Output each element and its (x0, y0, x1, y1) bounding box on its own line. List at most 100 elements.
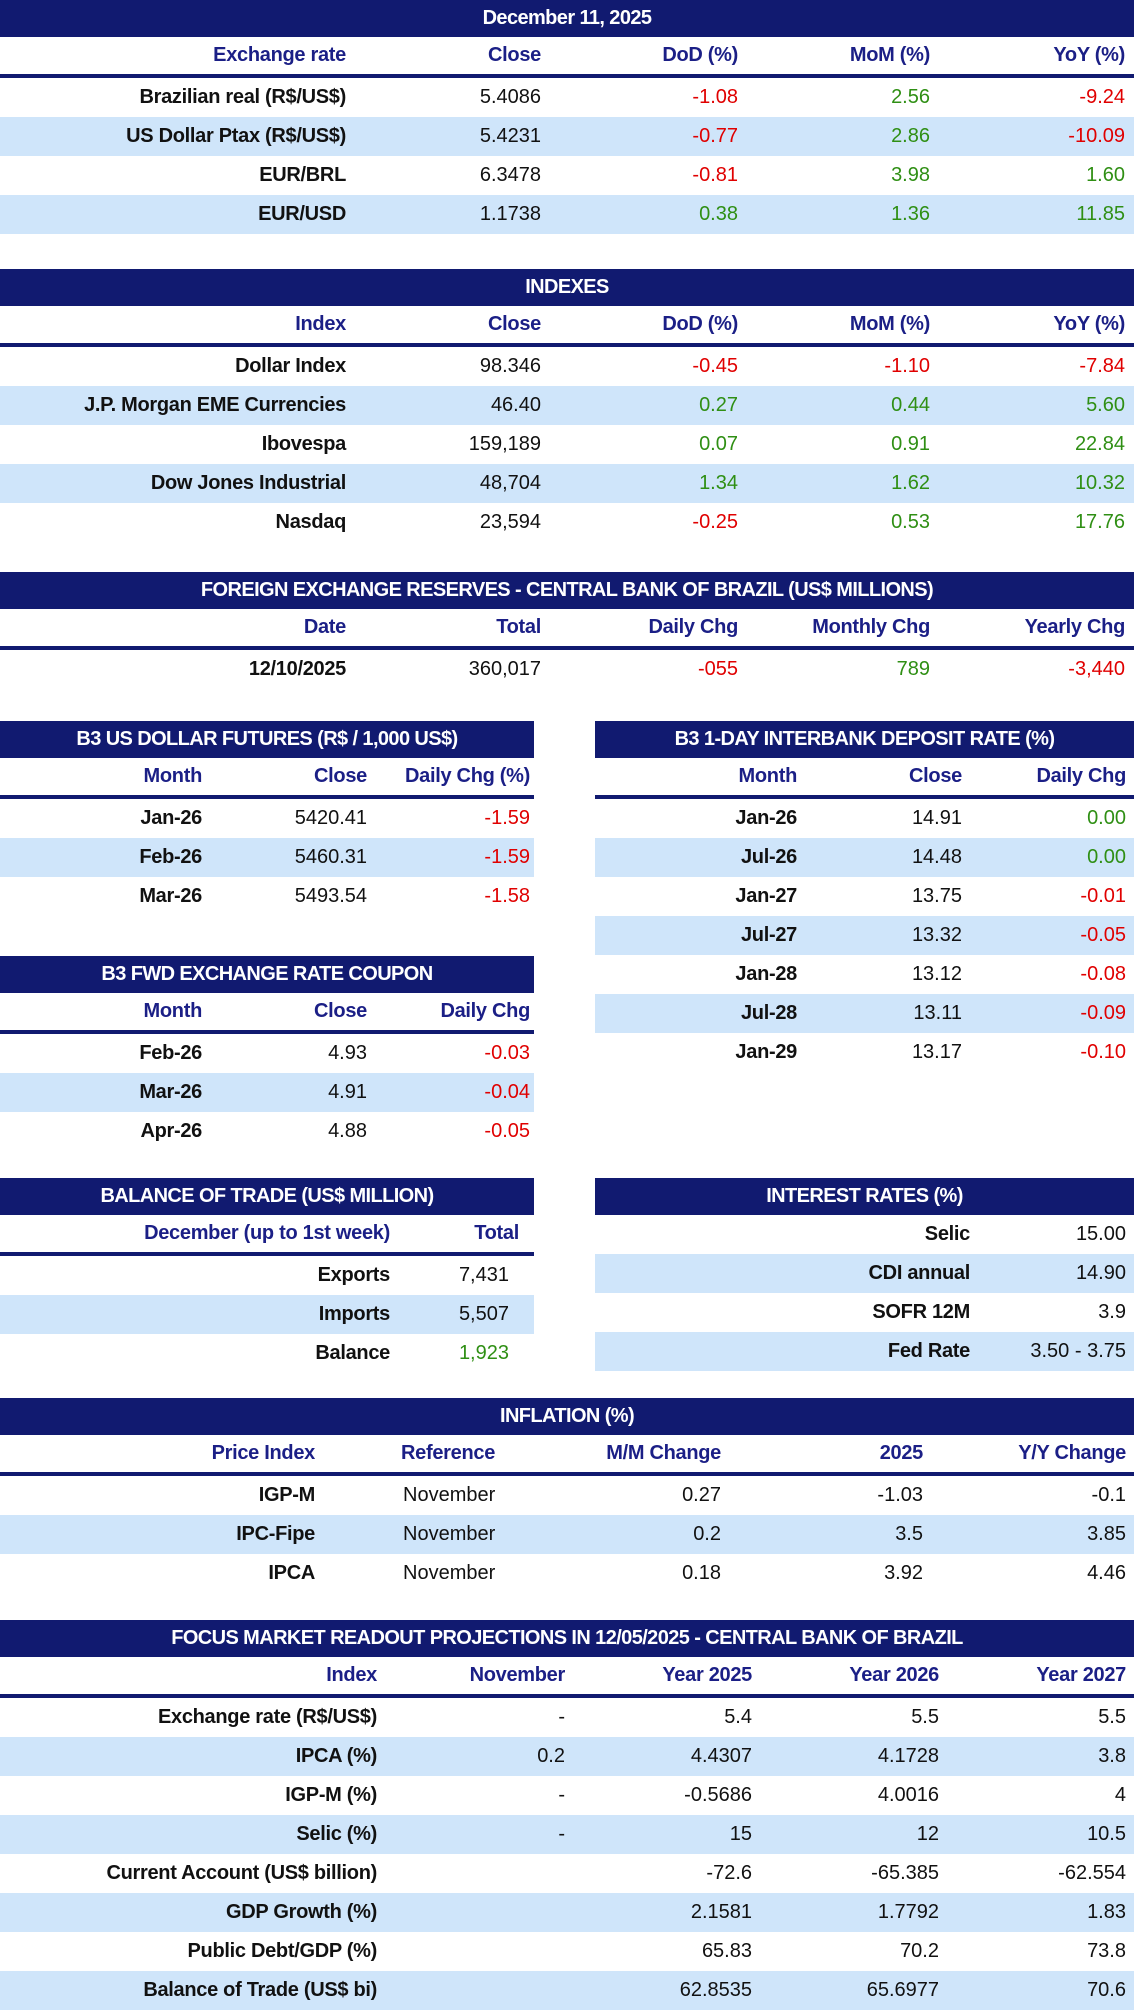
column-header-month: Month (143, 1000, 203, 1022)
row-label: Jul-27 (740, 924, 797, 946)
row-label: Apr-26 (140, 1120, 202, 1142)
column-header-dod: DoD (%) (662, 313, 738, 335)
row-label: Current Account (US$ billion) (106, 1862, 377, 1884)
column-header-exchange-rate: Exchange rate (213, 44, 346, 66)
column-header-daily-chg: Daily Chg (648, 616, 738, 638)
table-row: Jul-26 14.48 0.00 (595, 838, 1134, 877)
cell-monthly-chg: 789 (896, 658, 930, 680)
column-header-month: Month (738, 765, 798, 787)
cell-value: 3.9 (1098, 1301, 1126, 1323)
row-label: Jul-26 (740, 846, 797, 868)
cell-value: 15.00 (1075, 1223, 1126, 1245)
column-header-yoy: YoY (%) (1053, 313, 1125, 335)
cell-reference: November (403, 1523, 496, 1545)
column-header-mom: MoM (%) (849, 44, 930, 66)
table-row: Jan-26 14.91 0.00 (595, 799, 1134, 838)
column-header-year-2026: Year 2026 (849, 1664, 939, 1686)
cell-dod: -0.45 (692, 355, 738, 377)
interbank-deposit-table: B3 1-DAY INTERBANK DEPOSIT RATE (%) Month… (595, 721, 1134, 1072)
column-header-index: Index (295, 313, 346, 335)
cell-total: 5,507 (458, 1303, 509, 1325)
cell-yoy: 17.76 (1074, 511, 1125, 533)
table-row: 12/10/2025 360,017 -055 789 -3,440 (0, 650, 1134, 689)
table-title: INTEREST RATES (%) (595, 1178, 1134, 1215)
cell-mom: 2.56 (891, 86, 930, 108)
table-title: BALANCE OF TRADE (US$ MILLION) (0, 1178, 534, 1215)
row-label: Jul-28 (740, 1002, 797, 1024)
table-row: Current Account (US$ billion) -72.6 -65.38… (0, 1854, 1134, 1893)
table-row: SOFR 12M 3.9 (595, 1293, 1134, 1332)
cell-year-2025: 4.4307 (690, 1745, 752, 1767)
row-label: Dow Jones Industrial (150, 472, 346, 494)
table-row: Exports 7,431 (0, 1256, 534, 1295)
cell-daily-chg: -0.05 (1080, 924, 1126, 946)
cell-year-2027: 5.5 (1098, 1706, 1126, 1728)
table-row: Jul-28 13.11 -0.09 (595, 994, 1134, 1033)
row-label: Feb-26 (139, 846, 202, 868)
cell-close: 4.91 (328, 1081, 367, 1103)
cell-m-m-change: 0.27 (682, 1484, 721, 1506)
table-row: Dollar Index 98.346 -0.45 -1.10 -7.84 (0, 347, 1134, 386)
cell-yoy: -10.09 (1068, 125, 1125, 147)
table-row: Selic (%) - 15 12 10.5 (0, 1815, 1134, 1854)
row-label: CDI annual (868, 1262, 971, 1284)
table-row: Brazilian real (R$/US$) 5.4086 -1.08 2.56 -9… (0, 78, 1134, 117)
cell-year-2027: -62.554 (1058, 1862, 1126, 1884)
row-label: Selic (924, 1223, 971, 1245)
table-row: CDI annual 14.90 (595, 1254, 1134, 1293)
table-title: FOREIGN EXCHANGE RESERVES - CENTRAL BANK… (0, 572, 1134, 609)
row-label: Jan-27 (735, 885, 797, 907)
cell-yoy: 5.60 (1086, 394, 1125, 416)
row-label: Ibovespa (261, 433, 347, 455)
cell-total: 7,431 (458, 1264, 509, 1286)
row-label: EUR/USD (258, 203, 346, 225)
column-header-mom: MoM (%) (849, 313, 930, 335)
cell-year-2027: 1.83 (1087, 1901, 1126, 1923)
table-row: IPC-Fipe November 0.2 3.5 3.85 (0, 1515, 1134, 1554)
cell-mom: 0.91 (891, 433, 930, 455)
cell-reference: November (403, 1562, 496, 1584)
header-row: Month Close Daily Chg (595, 758, 1134, 799)
cell-dod: -1.08 (692, 86, 738, 108)
table-row: Feb-26 4.93 -0.03 (0, 1034, 534, 1073)
table-row: GDP Growth (%) 2.1581 1.7792 1.83 (0, 1893, 1134, 1932)
table-row: Jan-27 13.75 -0.01 (595, 877, 1134, 916)
cell-year-2027: 10.5 (1087, 1823, 1126, 1845)
row-label: Imports (318, 1303, 391, 1325)
cell-daily-chg: -0.04 (484, 1081, 530, 1103)
table-row: Jul-27 13.32 -0.05 (595, 916, 1134, 955)
cell-2025: 3.5 (895, 1523, 923, 1545)
table-row: Apr-26 4.88 -0.05 (0, 1112, 534, 1151)
row-label: IPCA (%) (295, 1745, 378, 1767)
cell-close: 48,704 (479, 472, 541, 494)
cell-dod: 0.07 (699, 433, 738, 455)
cell-close: 6.3478 (479, 164, 541, 186)
exchange-rate-table: December 11, 2025 Exchange rate Close DoD (… (0, 0, 1134, 234)
row-label: Exports (317, 1264, 391, 1286)
table-row: IGP-M (%) - -0.5686 4.0016 4 (0, 1776, 1134, 1815)
cell-close: 46.40 (490, 394, 541, 416)
focus-projections-table: FOCUS MARKET READOUT PROJECTIONS IN 12/0… (0, 1620, 1134, 2010)
table-row: Exchange rate (R$/US$) - 5.4 5.5 5.5 (0, 1698, 1134, 1737)
cell-dod: 0.38 (699, 203, 738, 225)
column-header-close: Close (488, 313, 541, 335)
column-header-dod: DoD (%) (662, 44, 738, 66)
table-title: FOCUS MARKET READOUT PROJECTIONS IN 12/0… (0, 1620, 1134, 1657)
row-label: SOFR 12M (872, 1301, 970, 1323)
row-label: Balance (315, 1342, 390, 1364)
row-label: Jan-28 (735, 963, 797, 985)
cell-year-2025: 2.1581 (690, 1901, 752, 1923)
cell-close: 5.4086 (479, 86, 541, 108)
table-title: B3 FWD EXCHANGE RATE COUPON (0, 956, 534, 993)
cell-year-2027: 4 (1114, 1784, 1126, 1806)
cell-close: 1.1738 (479, 203, 541, 225)
cell-yoy: 22.84 (1074, 433, 1125, 455)
column-header-index: Index (326, 1664, 377, 1686)
table-row: Dow Jones Industrial 48,704 1.34 1.62 10.32 (0, 464, 1134, 503)
cell-year-2026: 4.1728 (877, 1745, 939, 1767)
cell-close: 159,189 (468, 433, 541, 455)
row-label: Brazilian real (R$/US$) (139, 86, 346, 108)
column-header-reference: Reference (401, 1442, 496, 1464)
cell-close: 23,594 (479, 511, 541, 533)
column-header-november: November (469, 1664, 566, 1686)
